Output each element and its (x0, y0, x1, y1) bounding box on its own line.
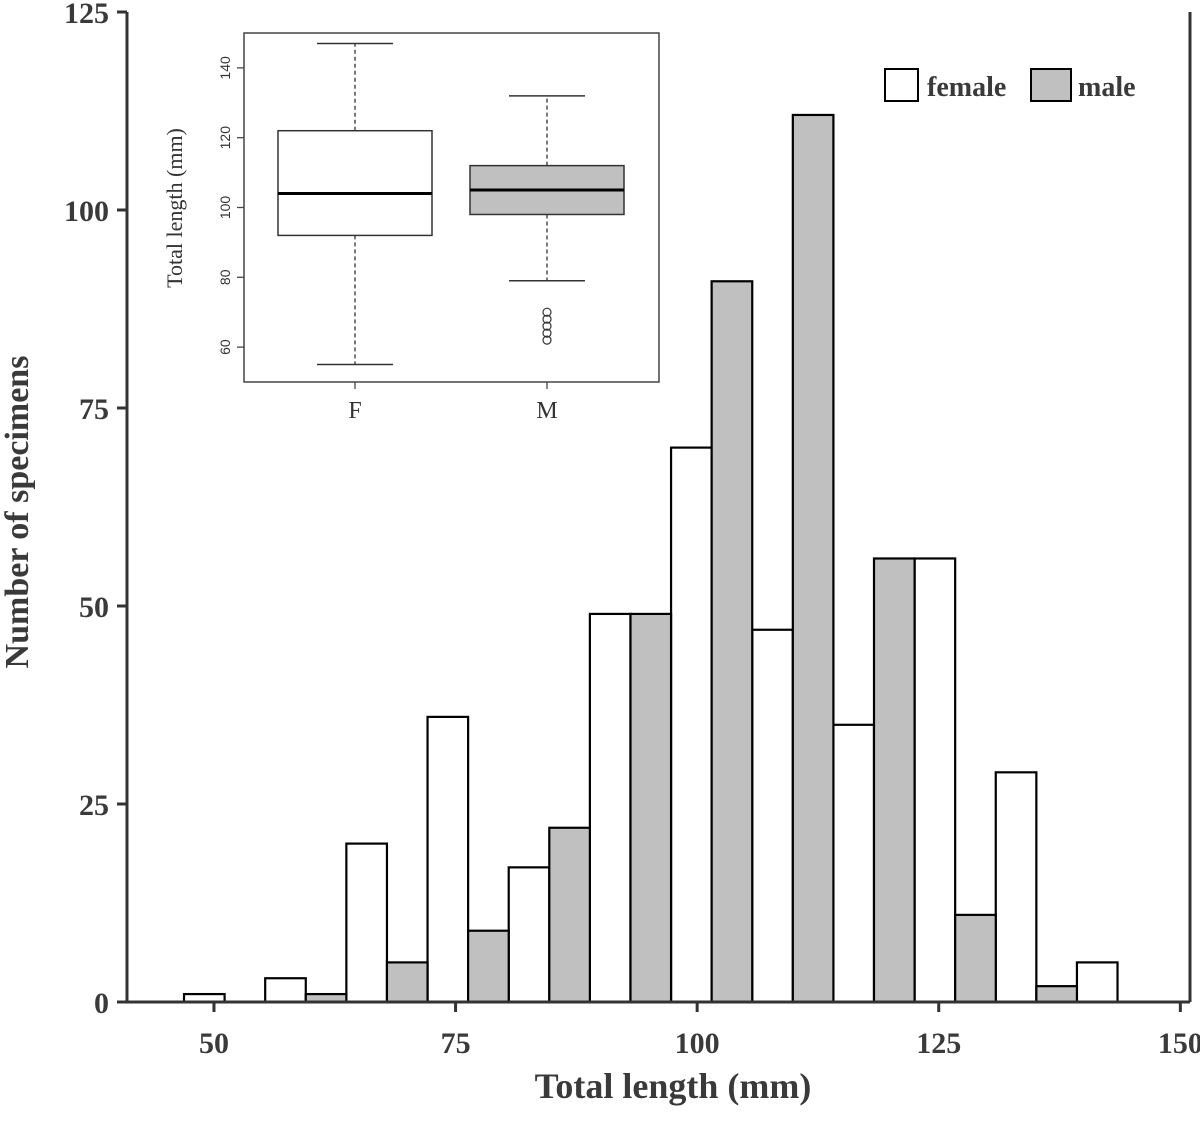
y-axis-label: Number of specimens (0, 356, 36, 669)
bar-female-11 (1075, 961, 1119, 1004)
inset-y-tick-label-1: 80 (217, 269, 233, 285)
outlier-M-3 (542, 314, 552, 324)
legend-label-male: male (1078, 72, 1136, 103)
bar-male-9 (1035, 985, 1079, 1004)
outlier-M-4 (542, 307, 552, 317)
bar-female-10 (994, 771, 1038, 1004)
legend-swatch-male (1030, 68, 1072, 102)
bar-female-6 (669, 446, 713, 1004)
y-tick-label-1: 25 (79, 789, 109, 822)
legend: female male (884, 68, 1136, 103)
bar-male-5 (710, 280, 754, 1004)
bar-male-7 (872, 557, 916, 1004)
y-tick-label-3: 75 (79, 393, 109, 426)
outlier-M-0 (542, 335, 552, 345)
box-F (277, 129, 433, 237)
bar-female-1 (264, 977, 307, 1004)
x-tick-label-4: 150 (1158, 1027, 1200, 1060)
x-tick-label-2: 100 (675, 1027, 720, 1060)
y-tick-label-4: 100 (64, 195, 109, 228)
inset-y-tick-label-4: 140 (217, 56, 233, 80)
inset-layer: 60 80 100 120 140 F M (217, 42, 625, 424)
inset-boxplot: 60 80 100 120 140 F M Total length (mm) (162, 32, 660, 424)
bar-male-3 (548, 826, 591, 1004)
inset-y-tick-label-0: 60 (217, 339, 233, 355)
legend-swatch-female (884, 68, 919, 102)
bar-female-2 (345, 842, 389, 1004)
y-tick-label-5: 125 (64, 0, 109, 30)
bar-female-8 (832, 723, 876, 1004)
y-tick-label-0: 0 (94, 987, 109, 1020)
inset-x-tick-label-F: F (348, 398, 361, 424)
bar-male-6 (791, 113, 835, 1004)
bar-female-7 (751, 628, 794, 1004)
bar-female-4 (507, 866, 551, 1004)
x-tick-label-0: 50 (199, 1027, 229, 1060)
axes-layer: 0 25 50 75 100 125 50 75 100 125 150 (64, 0, 1200, 1060)
bars-layer (182, 113, 1119, 1004)
y-tick-label-2: 50 (79, 591, 109, 624)
bar-female-5 (588, 612, 632, 1004)
inset-y-axis-label: Total length (mm) (162, 128, 187, 288)
x-tick-label-3: 125 (916, 1027, 961, 1060)
inset-y-tick-label-3: 120 (217, 126, 233, 150)
legend-label-female: female (927, 72, 1006, 103)
bar-female-9 (913, 557, 957, 1004)
outlier-M-1 (542, 328, 552, 338)
bar-male-4 (629, 612, 673, 1004)
inset-y-tick-label-2: 100 (217, 196, 233, 220)
inset-x-tick-label-M: M (536, 398, 557, 424)
bar-male-2 (467, 929, 510, 1004)
bar-male-8 (954, 913, 997, 1004)
bar-female-3 (426, 715, 470, 1004)
x-tick-label-1: 75 (441, 1027, 471, 1060)
outlier-M-2 (542, 321, 552, 331)
bar-male-1 (385, 961, 429, 1004)
x-axis-label: Total length (mm) (535, 1066, 812, 1106)
